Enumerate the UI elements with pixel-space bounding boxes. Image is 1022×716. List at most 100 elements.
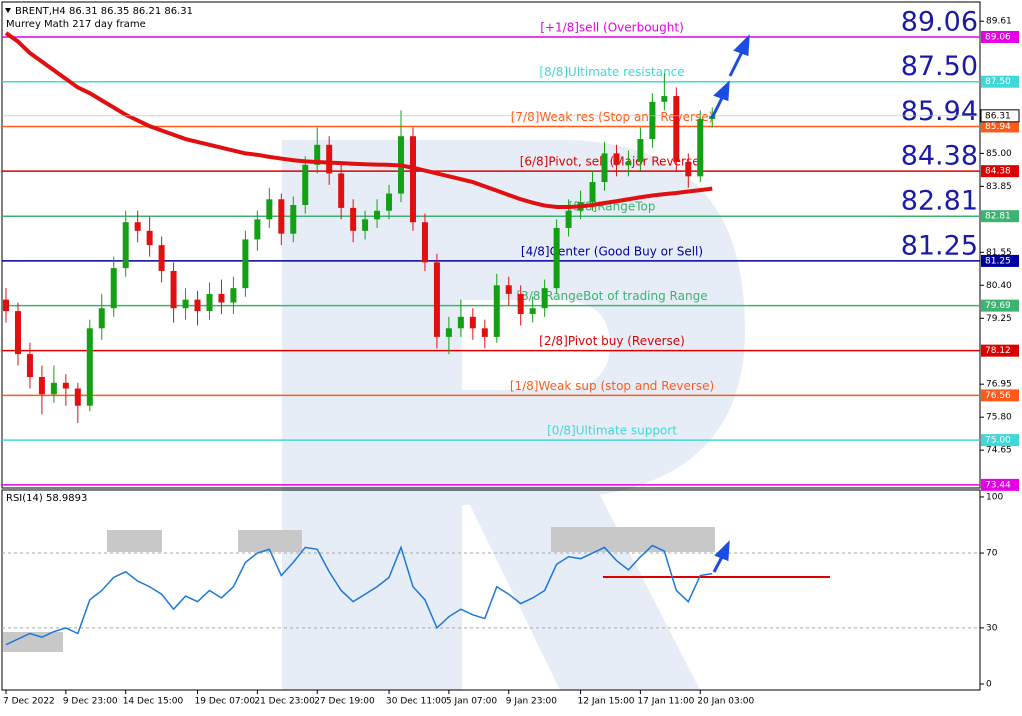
level-label: [8/8]Ultimate resistance <box>539 65 684 79</box>
level-label: [7/8]Weak res (Stop and Reverse) <box>511 110 714 124</box>
x-tick-label: 9 Jan 23:00 <box>506 697 558 707</box>
y-tick-label: 74.65 <box>986 446 1012 456</box>
candle-body <box>326 144 333 174</box>
price-label: 85.94 <box>985 122 1011 132</box>
candle-body <box>481 328 488 337</box>
level-label: [+1/8]sell (Overbought) <box>540 20 684 34</box>
level-label: [2/8]Pivot buy (Reverse) <box>539 334 685 348</box>
price-box <box>981 299 1019 312</box>
y-tick-label: 0 <box>986 680 992 690</box>
candle-body <box>433 262 440 337</box>
candle-body <box>421 222 428 263</box>
watermark <box>282 140 745 690</box>
candle-body <box>278 199 285 234</box>
price-box <box>981 344 1019 357</box>
candle-body <box>110 268 117 309</box>
candle-body <box>685 161 692 177</box>
x-tick-label: 19 Dec 07:00 <box>195 697 256 707</box>
level-label: [6/8]Pivot, sell (Major Reverse) <box>520 155 705 169</box>
level-label: [1/8]Weak sup (stop and Reverse) <box>510 379 714 393</box>
price-label: 73.44 <box>985 480 1011 490</box>
candle-body <box>350 207 357 231</box>
level-value: 85.94 <box>901 96 978 127</box>
candle-body <box>362 219 369 231</box>
candle-body <box>314 144 321 165</box>
candle-body <box>146 230 153 246</box>
candle-body <box>74 388 81 406</box>
moving-average <box>4 31 713 210</box>
price-box <box>981 120 1019 133</box>
price-box <box>981 210 1019 223</box>
candle-body <box>445 328 452 337</box>
candle-body <box>613 153 620 165</box>
zone-box <box>107 530 162 552</box>
price-box <box>981 389 1019 402</box>
candle-body <box>122 222 129 269</box>
y-tick-label: 85.00 <box>986 149 1012 159</box>
price-label: 76.56 <box>985 391 1011 401</box>
price-label: 78.12 <box>985 346 1011 356</box>
candle-body <box>98 308 105 329</box>
candle-body <box>493 285 500 337</box>
candle-body <box>637 139 644 162</box>
candle-body <box>206 293 213 312</box>
level-value: 84.38 <box>901 141 978 172</box>
candle-body <box>649 101 656 140</box>
y-tick-label: 81.55 <box>986 248 1012 258</box>
candle-body <box>38 377 45 395</box>
x-tick-label: 14 Dec 15:00 <box>123 697 184 707</box>
level-label: [0/8]Ultimate support <box>547 424 677 438</box>
level-value: 82.81 <box>901 186 978 217</box>
candle-body <box>218 293 225 303</box>
candle-body <box>338 173 345 208</box>
candle-body <box>62 382 69 389</box>
level-value: 87.50 <box>901 51 978 82</box>
candle-body <box>565 210 572 228</box>
y-tick-label: 70 <box>986 549 998 559</box>
candle-body <box>541 288 548 309</box>
candle-body <box>589 182 596 203</box>
current-price-box <box>980 109 1020 123</box>
x-tick-label: 27 Dec 19:00 <box>314 697 375 707</box>
candle-body <box>625 161 632 165</box>
price-label: 82.81 <box>985 212 1011 222</box>
y-tick-label: 100 <box>986 492 1003 502</box>
candle-body <box>409 136 416 223</box>
price-box <box>981 254 1019 267</box>
candle-body <box>158 245 165 271</box>
candle-body <box>50 382 57 395</box>
candle-body <box>134 222 141 231</box>
rsi-annotations <box>3 527 830 652</box>
level-value: 89.06 <box>901 6 978 37</box>
price-label: 84.38 <box>985 167 1011 177</box>
candle-body <box>266 199 273 220</box>
price-label: 75.00 <box>985 436 1011 446</box>
x-tick-label: 9 Dec 23:00 <box>63 697 118 707</box>
candle-body <box>673 96 680 162</box>
rsi-title: RSI(14) 58.9893 <box>6 493 87 504</box>
arrow-head <box>733 34 750 57</box>
y-tick-label: 30 <box>986 623 998 633</box>
price-box <box>981 30 1019 43</box>
y-tick-label: 83.85 <box>986 182 1012 192</box>
menu-triangle <box>5 8 11 13</box>
level-label: [4/8]Center (Good Buy or Sell) <box>521 244 703 258</box>
candle-body <box>529 308 536 314</box>
candle-body <box>505 285 512 294</box>
candle-body <box>242 239 249 289</box>
y-tick-label: 79.25 <box>986 314 1012 324</box>
candle-body <box>254 219 261 240</box>
level-value: 81.25 <box>901 230 978 261</box>
indicator-name: Murrey Math 217 day frame <box>6 19 146 30</box>
arrows <box>710 34 750 573</box>
x-tick-label: 5 Jan 07:00 <box>446 697 498 707</box>
candle-body <box>182 299 189 309</box>
candle-body <box>86 328 93 406</box>
plot: 89.61 85.00 83.85 81.55 80.40 79.25 76.95 75.80… <box>2 6 1020 707</box>
rsi-frame <box>1 489 981 691</box>
symbol-header: BRENT,H4 86.31 86.35 86.21 86.31 <box>15 6 193 17</box>
price-label: 89.06 <box>985 32 1011 42</box>
x-tick-label: 30 Dec 11:00 <box>386 697 447 707</box>
